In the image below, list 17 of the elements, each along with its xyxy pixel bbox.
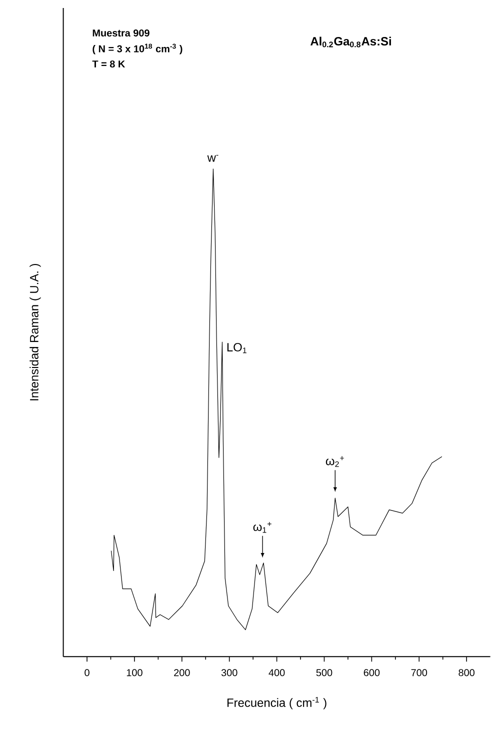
text: T = 8 K [92, 60, 126, 68]
text: Al$_{0.2}$Ga$_{0.8}$As:Si [310, 36, 392, 48]
x-tick-label: 300 [222, 669, 238, 676]
x-tick-label: 400 [268, 669, 285, 676]
text: ( N = 3 x 10$^{18}$ cm$^{-3}$ ) [92, 44, 182, 54]
y-axis-title: Intensidad Raman ( U.A. ) [30, 264, 41, 400]
x-tick-label: 100 [127, 669, 142, 676]
x-tick-label: 700 [411, 669, 428, 676]
annotation: w$^{-}$ [207, 154, 218, 162]
x-tick-label: 800 [458, 669, 475, 676]
x-tick-label: 500 [316, 669, 332, 676]
x-tick-label: 200 [174, 669, 190, 676]
text: Muestra 909 [92, 29, 150, 37]
x-axis-title: Frecuencia ( cm$^{-1}$ ) [228, 697, 326, 710]
x-tick-label: 0 [84, 669, 90, 676]
annotation: LO$_{1}$ [228, 342, 247, 354]
x-tick-label: 600 [364, 669, 380, 676]
